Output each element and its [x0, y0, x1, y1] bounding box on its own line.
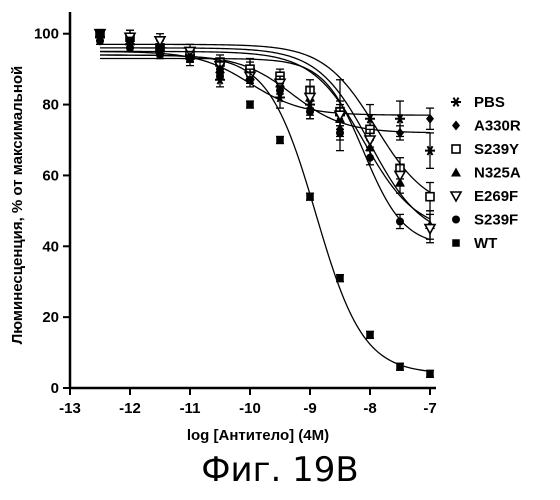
data-point-wt: [156, 44, 164, 52]
data-point-wt: [216, 72, 224, 80]
data-point-s239y: [426, 193, 434, 201]
y-tick-label: 20: [42, 309, 59, 326]
legend-label-s239y: S239Y: [474, 141, 519, 158]
data-point-s239f: [396, 217, 404, 225]
data-point-wt: [366, 331, 374, 339]
data-point-wt: [336, 274, 344, 282]
data-point-wt: [186, 55, 194, 63]
y-tick-label: 100: [34, 26, 59, 43]
legend-label-s239f: S239F: [474, 212, 518, 229]
legend-marker-s239f: [452, 216, 460, 224]
data-point-s239f: [246, 76, 254, 84]
legend-marker-a330r: [452, 121, 460, 131]
y-tick-label: 80: [42, 97, 59, 114]
legend-label-wt: WT: [474, 235, 497, 252]
figure-caption: Фиг. 19B: [0, 450, 560, 490]
data-point-s239f: [336, 129, 344, 137]
data-point-wt: [426, 370, 434, 378]
x-tick-label: -7: [423, 400, 436, 417]
data-point-wt: [126, 37, 134, 45]
data-point-e269f: [425, 225, 435, 234]
data-point-wt: [276, 136, 284, 144]
legend-label-n325a: N325A: [474, 165, 521, 182]
legend-label-e269f: E269F: [474, 188, 518, 205]
dose-response-chart: 0 20 40 60 80 100 -13 -12 -11 -10 -9 -8 -7 PBS A330R S…: [0, 0, 560, 450]
fit-curve-a330r: [100, 55, 430, 133]
data-point-s239f: [306, 108, 314, 116]
y-tick-label: 0: [51, 380, 59, 397]
data-point-s239f: [366, 154, 374, 162]
fit-curve-pbs: [100, 52, 430, 116]
x-tick-label: -11: [180, 400, 201, 417]
data-point-s239f: [276, 86, 284, 94]
fit-curve-s239f: [100, 59, 430, 240]
plot-area: 0 20 40 60 80 100 -13 -12 -11 -10 -9 -8 -7: [34, 12, 437, 417]
data-point-wt: [96, 30, 104, 38]
legend: PBS A330R S239Y N325A E269F S239F WT: [451, 94, 521, 252]
legend-marker-pbs: [451, 98, 461, 107]
y-axis-label: Люминесценция, % от максимальной: [9, 66, 26, 345]
data-point-s239f: [216, 65, 224, 73]
y-tick-label: 60: [42, 167, 59, 184]
fit-curve-wt: [100, 55, 430, 371]
y-tick-label: 40: [42, 238, 59, 255]
x-tick-label: -8: [363, 400, 376, 417]
legend-label-pbs: PBS: [474, 94, 505, 111]
data-point-wt: [396, 363, 404, 371]
x-axis-label: log [Антитело] (4M): [187, 427, 329, 444]
legend-marker-n325a: [451, 168, 461, 177]
data-point-s239f: [126, 44, 134, 52]
data-point-wt: [246, 101, 254, 109]
legend-marker-e269f: [451, 192, 461, 201]
x-tick-label: -12: [119, 400, 141, 417]
x-tick-label: -10: [239, 400, 261, 417]
legend-marker-wt: [452, 239, 460, 247]
legend-label-a330r: A330R: [474, 118, 521, 135]
data-point-s239f: [96, 37, 104, 45]
data-point-wt: [306, 193, 314, 201]
x-tick-label: -9: [303, 400, 316, 417]
x-tick-label: -13: [59, 400, 81, 417]
legend-marker-s239y: [452, 145, 460, 153]
